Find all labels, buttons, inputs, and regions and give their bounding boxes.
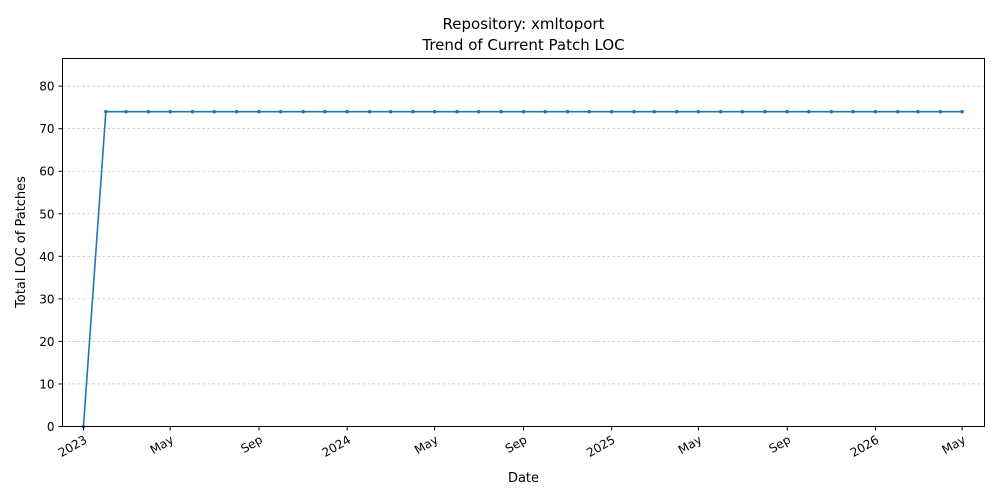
data-point [190,109,195,114]
data-point [521,109,526,114]
x-tick-label: 2026 [848,433,881,460]
data-point [807,109,811,114]
plot-area-frame [62,58,985,427]
data-point [652,109,657,114]
data-point [234,109,239,114]
data-point [587,109,592,114]
data-point [851,109,855,114]
y-tick-label: 20 [39,335,54,349]
data-point [124,109,128,114]
data-point [301,109,305,114]
data-point [367,109,372,114]
data-point [146,109,151,114]
data-point [257,109,261,114]
chart-title: Repository: xmltoport [443,15,605,33]
data-point [960,109,964,114]
x-tick-label: May [676,433,704,458]
y-tick-label: 30 [39,292,54,306]
x-tick-label: 2023 [56,433,89,460]
data-point [322,109,327,114]
x-tick-label: May [412,433,440,458]
data-point [696,109,701,114]
x-tick-label: 2025 [584,433,617,460]
data-point [411,109,415,114]
data-point [873,109,878,114]
data-point [104,109,108,114]
data-point [632,109,636,114]
y-tick-label: 10 [39,377,54,391]
x-tick-label: May [148,433,176,458]
x-tick-label: Sep [238,433,265,456]
y-tick-label: 80 [39,80,54,94]
y-tick-label: 70 [39,122,54,136]
data-point [609,109,614,114]
series-layer [81,109,964,429]
data-point [565,109,570,114]
data-point [740,109,745,114]
x-tick-label: Sep [503,433,530,456]
data-point [455,109,459,114]
data-point [543,109,547,114]
x-tick-label: May [940,433,968,458]
data-point [212,109,217,114]
data-point [674,109,679,114]
data-point [278,109,283,114]
data-point [785,109,790,114]
data-point [829,109,834,114]
series-line [82,110,963,427]
x-axis: 2023 May Sep 2024 May Sep 2025 May Sep 2026 May [56,426,968,460]
x-tick-label: Sep [767,433,794,456]
data-point [895,109,900,114]
data-point [916,109,920,114]
data-point [499,109,503,114]
data-point [476,109,481,114]
y-tick-label: 60 [39,165,54,179]
data-point [168,109,172,114]
y-tick-label: 50 [39,207,54,221]
chart-subtitle: Trend of Current Patch LOC [421,36,624,54]
y-axis-label: Total LOC of Patches [14,176,29,309]
x-tick-label: 2024 [320,433,353,460]
data-point [345,109,349,114]
y-tick-label: 0 [47,420,55,434]
y-axis: 0 10 20 30 40 50 60 70 80 [39,80,63,434]
data-point [718,109,723,114]
data-point [938,109,943,114]
data-point [763,109,767,114]
data-point [388,109,393,114]
data-point [432,109,437,114]
y-tick-label: 40 [39,250,54,264]
x-axis-label: Date [508,471,539,486]
grid-lines [62,85,985,385]
